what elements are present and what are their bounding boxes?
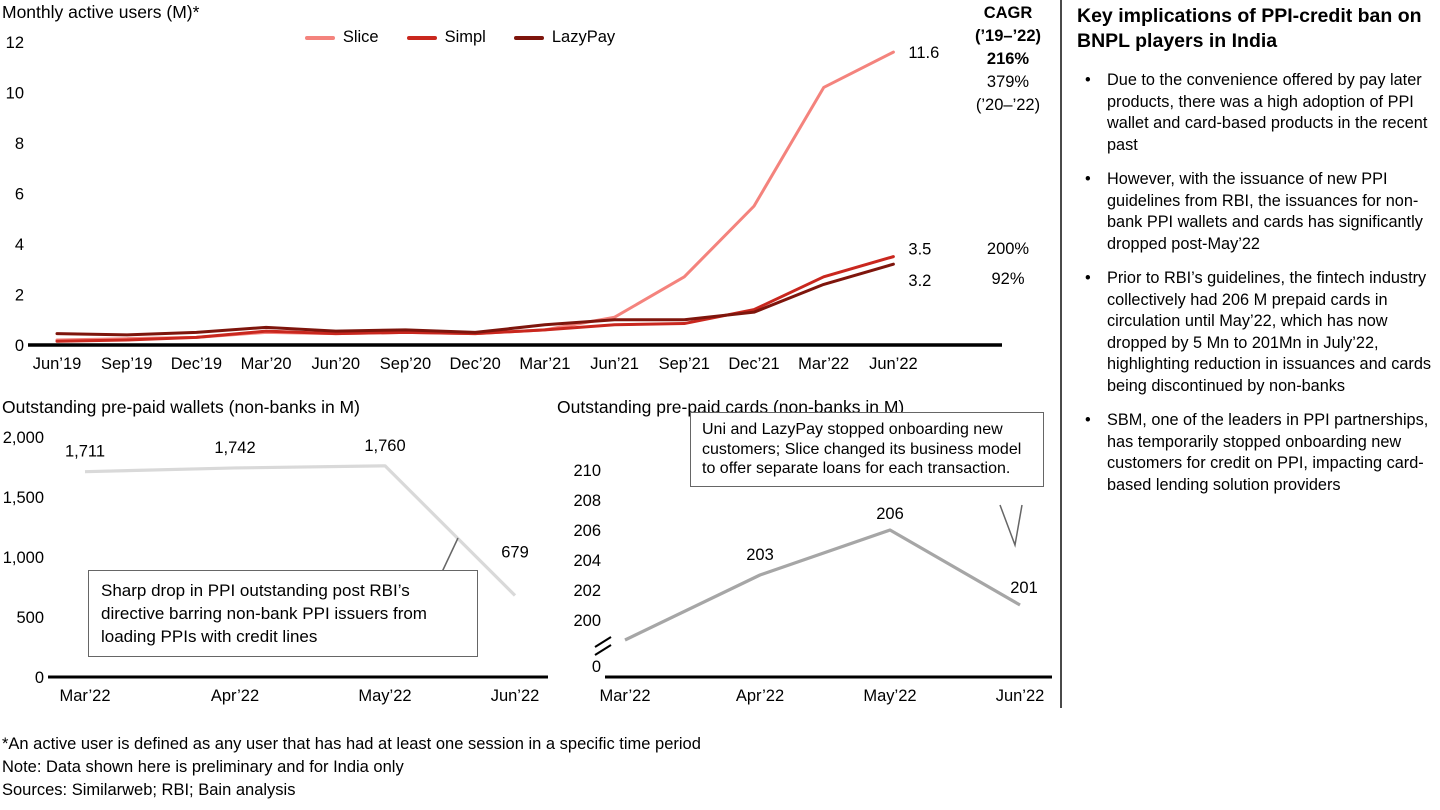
- bullet-item-4: SBM, one of the leaders in PPI partnersh…: [1077, 410, 1435, 496]
- mau-x-tick-label: Jun’20: [311, 355, 360, 373]
- legend-label-simpl: Simpl: [444, 28, 486, 46]
- cards-zero-tick-label: 0: [592, 658, 601, 676]
- mau-y-tick-label: 4: [15, 236, 24, 254]
- mau-x-tick-label: Dec’19: [171, 355, 222, 373]
- mau-chart-title: Monthly active users (M)*: [2, 2, 200, 22]
- series-line-simpl: [55, 255, 895, 343]
- legend-item-slice: Slice: [304, 28, 379, 47]
- legend-item-lazypay: LazyPay: [513, 28, 616, 47]
- wallets-y-tick-label: 0: [35, 669, 44, 687]
- wallets-chart-title: Outstanding pre-paid wallets (non-banks …: [2, 397, 360, 417]
- cards-y-tick-label: 210: [573, 462, 601, 480]
- cagr-column: CAGR (’19–’22) 216% 379% (’20–’22): [956, 2, 1060, 117]
- cagr-lazypay-value: 92%: [991, 270, 1025, 288]
- footnote-active-user-definition: *An active user is defined as any user t…: [2, 735, 701, 753]
- wallets-value-label: 1,711: [65, 443, 105, 461]
- wallets-callout-box: Sharp drop in PPI outstanding post RBI’s…: [88, 570, 478, 657]
- cards-y-tick-label: 204: [573, 552, 601, 570]
- mau-x-tick-label: Jun’19: [33, 355, 82, 373]
- cagr-slice-value: 216%: [986, 50, 1030, 68]
- mau-y-tick-label: 12: [6, 34, 24, 52]
- cagr-header-line2: (’19–’22): [974, 27, 1042, 45]
- mau-x-tick-label: Dec’21: [728, 355, 779, 373]
- wallets-y-tick-label: 1,000: [3, 549, 44, 567]
- cagr-header-line1: CAGR: [983, 4, 1033, 22]
- panel-title: Key implications of PPI-credit ban on BN…: [1077, 5, 1422, 52]
- mau-x-tick-label: Mar’22: [798, 355, 849, 373]
- cards-value-label: 203: [746, 546, 774, 564]
- wallets-y-tick-label: 2,000: [3, 429, 44, 447]
- cards-x-tick-label: Jun’22: [996, 687, 1045, 705]
- bullet-item-3: Prior to RBI’s guidelines, the fintech i…: [1077, 268, 1435, 397]
- axis-break-mark: [594, 644, 612, 656]
- mau-y-tick-label: 8: [15, 135, 24, 153]
- mau-chart-section: Monthly active users (M)* Slice Simpl La…: [0, 0, 1056, 395]
- mau-y-tick-label: 2: [15, 287, 24, 305]
- cards-value-label: 201: [1010, 579, 1038, 597]
- wallets-x-tick-label: Jun’22: [491, 687, 540, 705]
- wallets-x-tick-label: May’22: [358, 687, 411, 705]
- end-value-label-lazypay: 3.2: [908, 272, 931, 290]
- wallets-value-label: 1,760: [364, 437, 405, 455]
- wallets-line-chart: 0 500 1,000 1,500 2,000 Mar’22 Apr’22 May’22 Jun…: [3, 429, 548, 705]
- wallets-y-tick-label: 1,500: [3, 489, 44, 507]
- mau-x-tick-label: Sep’19: [101, 355, 152, 373]
- mau-x-tick-label: Jun’21: [590, 355, 639, 373]
- mau-x-tick-label: Mar’21: [519, 355, 570, 373]
- cards-callout-box: Uni and LazyPay stopped onboarding new c…: [690, 412, 1044, 487]
- legend-label-lazypay: LazyPay: [551, 28, 616, 46]
- wallets-callout-leader-line: [441, 537, 459, 573]
- slice-line-swatch-icon: [304, 35, 335, 40]
- cards-x-tick-label: May’22: [863, 687, 916, 705]
- mau-legend: Slice Simpl LazyPay: [130, 28, 790, 47]
- footnote-sources: Sources: Similarweb; RBI; Bain analysis: [2, 781, 296, 799]
- footnote-note: Note: Data shown here is preliminary and…: [2, 758, 404, 776]
- mau-x-tick-label: Sep’21: [659, 355, 710, 373]
- end-value-label-simpl: 3.5: [908, 241, 931, 259]
- cagr-simpl-value: 200%: [986, 240, 1030, 258]
- cards-value-label: 206: [876, 505, 904, 523]
- cagr-slice-alt-period: (’20–’22): [975, 96, 1041, 114]
- wallets-value-label: 1,742: [214, 439, 255, 457]
- cards-line: [624, 528, 1021, 642]
- wallets-x-tick-label: Mar’22: [59, 687, 110, 705]
- legend-label-slice: Slice: [342, 28, 379, 46]
- lazypay-line-swatch-icon: [513, 35, 544, 40]
- cards-y-tick-label: 208: [573, 492, 601, 510]
- cards-y-tick-label: 206: [573, 522, 601, 540]
- wallets-y-tick-label: 500: [16, 609, 44, 627]
- cards-callout-tail: [999, 504, 1023, 548]
- wallets-line: [84, 464, 517, 597]
- mau-x-tick-label: Dec’20: [450, 355, 501, 373]
- footnotes: *An active user is defined as any user t…: [2, 733, 701, 802]
- cards-x-tick-label: Apr’22: [736, 687, 784, 705]
- wallets-value-label: 679: [501, 544, 529, 562]
- vertical-divider: [1060, 0, 1062, 708]
- legend-item-simpl: Simpl: [406, 28, 486, 47]
- cards-y-tick-label: 200: [573, 612, 601, 630]
- axis-break-mark: [594, 636, 612, 648]
- wallets-chart-section: Outstanding pre-paid wallets (non-banks …: [0, 395, 550, 710]
- cagr-slice-alt-value: 379%: [986, 73, 1030, 91]
- mau-x-tick-label: Mar’20: [241, 355, 292, 373]
- series-line-lazypay: [55, 262, 895, 337]
- mau-y-tick-label: 6: [15, 186, 24, 204]
- mau-line-chart: 0 2 4 6 8 10 12 Jun’19 Sep’19 Dec’19 Mar’20 Jun’20 S…: [6, 34, 1002, 373]
- end-value-label-slice: 11.6: [908, 44, 939, 62]
- wallets-x-tick-label: Apr’22: [211, 687, 259, 705]
- cards-y-tick-label: 202: [573, 582, 601, 600]
- mau-x-tick-label: Jun’22: [869, 355, 918, 373]
- cards-line-chart: 200 202 204 206 208 210 0 Mar’22 Apr’22 May’22 Jun…: [573, 462, 1052, 705]
- bullet-item-1: Due to the convenience offered by pay la…: [1077, 70, 1435, 156]
- panel-bullet-list: Due to the convenience offered by pay la…: [1077, 70, 1435, 496]
- simpl-line-swatch-icon: [406, 35, 437, 40]
- mau-y-tick-label: 0: [15, 337, 24, 355]
- key-implications-panel: Key implications of PPI-credit ban on BN…: [1077, 4, 1435, 509]
- mau-y-tick-label: 10: [6, 85, 24, 103]
- bullet-item-2: However, with the issuance of new PPI gu…: [1077, 169, 1435, 255]
- mau-x-tick-label: Sep’20: [380, 355, 431, 373]
- series-line-slice: [55, 50, 895, 342]
- cards-x-tick-label: Mar’22: [599, 687, 650, 705]
